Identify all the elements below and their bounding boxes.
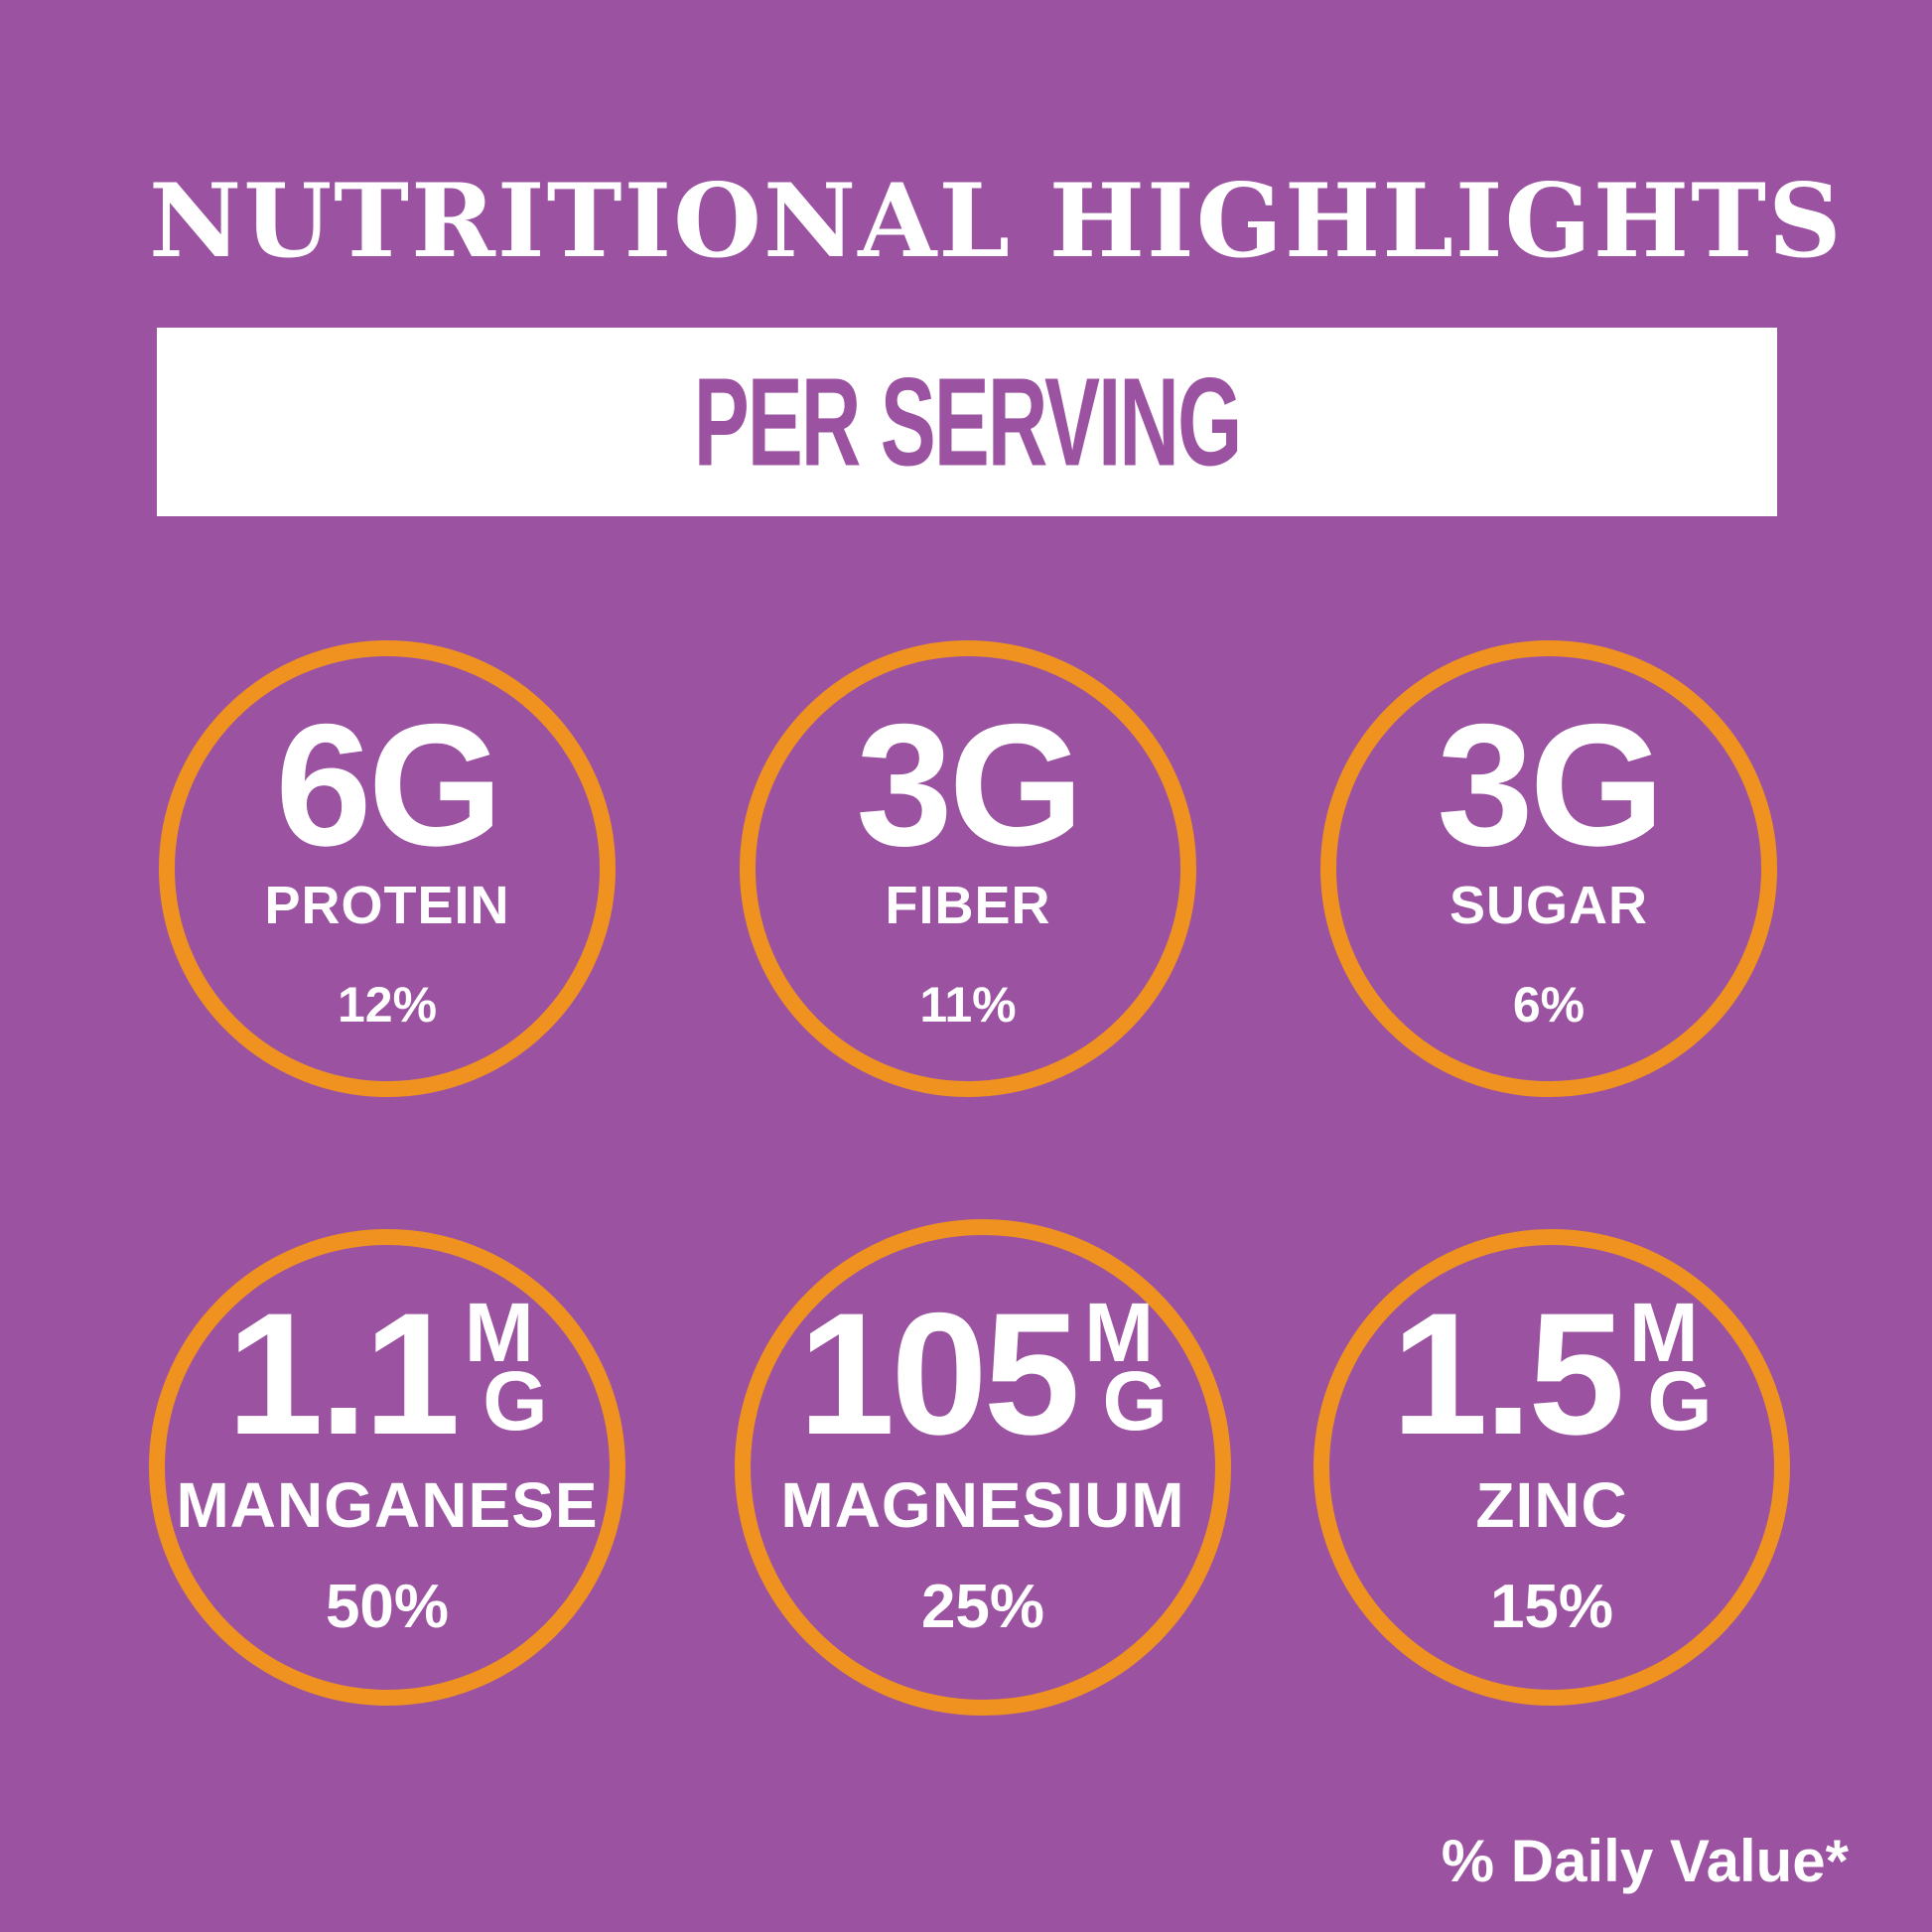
nutrient-value: 6G [275, 689, 502, 884]
nutrient-value: 1.5 [1391, 1278, 1624, 1472]
nutrient-name: ZINC [1475, 1468, 1628, 1541]
nutrient-name: PROTEIN [264, 875, 510, 935]
nutrient-name: MAGNESIUM [780, 1468, 1185, 1541]
page-title: NUTRITIONAL HIGHLIGHTS [149, 162, 1844, 281]
nutrient-circle-sugar: 3G SUGAR 6% [1320, 640, 1777, 1097]
nutrient-name: SUGAR [1449, 875, 1648, 935]
unit-letter-m: M [1628, 1286, 1699, 1380]
nutrient-value: 3G [1437, 689, 1664, 884]
daily-value-footnote: % Daily Value* [1441, 1828, 1849, 1894]
nutrient-unit-stack: M G [1628, 1286, 1713, 1449]
nutrient-circle-fiber: 3G FIBER 11% [740, 640, 1196, 1097]
nutrient-circle-manganese: 1.1 M G MANGANESE 50% [149, 1229, 625, 1706]
nutrient-value: 3G [856, 689, 1083, 884]
nutrient-daily-value: 6% [1512, 976, 1586, 1033]
nutrient-name: FIBER [885, 875, 1051, 935]
nutrient-value-row: 1.5 M G [1391, 1278, 1713, 1472]
nutrient-daily-value: 50% [325, 1572, 450, 1641]
nutrient-circle-protein: 6G PROTEIN 12% [159, 640, 616, 1097]
nutrient-daily-value: 25% [920, 1572, 1045, 1641]
nutrient-value-row: 3G [1437, 689, 1664, 884]
nutrient-value-row: 1.1 M G [226, 1278, 548, 1472]
nutrient-value-row: 6G [275, 689, 502, 884]
unit-letter-g: G [1102, 1354, 1168, 1449]
unit-letter-m: M [1084, 1286, 1155, 1380]
nutrient-value-row: 3G [856, 689, 1083, 884]
nutrient-unit-stack: M G [464, 1286, 548, 1449]
subtitle-bar: PER SERVING [157, 328, 1777, 516]
nutrient-circle-zinc: 1.5 M G ZINC 15% [1313, 1229, 1790, 1706]
nutrient-circle-magnesium: 105 M G MAGNESIUM 25% [735, 1219, 1231, 1716]
nutrient-daily-value: 15% [1489, 1572, 1614, 1641]
unit-letter-g: G [1647, 1354, 1713, 1449]
nutrient-unit-stack: M G [1084, 1286, 1168, 1449]
subtitle-per-serving: PER SERVING [693, 350, 1243, 491]
nutrient-daily-value: 12% [337, 976, 438, 1033]
unit-letter-g: G [483, 1354, 548, 1449]
nutrient-value: 105 [798, 1278, 1080, 1472]
nutrient-daily-value: 11% [919, 976, 1017, 1033]
nutrient-value: 1.1 [226, 1278, 460, 1472]
nutrient-name: MANGANESE [176, 1468, 599, 1541]
nutrient-value-row: 105 M G [798, 1278, 1168, 1472]
unit-letter-m: M [464, 1286, 534, 1380]
